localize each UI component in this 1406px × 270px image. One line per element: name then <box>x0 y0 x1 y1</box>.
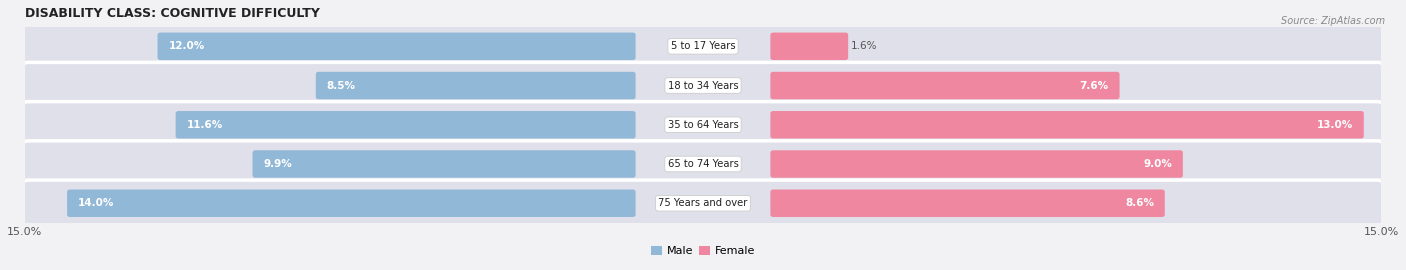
Text: 8.5%: 8.5% <box>326 80 356 90</box>
Text: 18 to 34 Years: 18 to 34 Years <box>668 80 738 90</box>
Text: 9.9%: 9.9% <box>263 159 292 169</box>
FancyBboxPatch shape <box>253 150 636 178</box>
FancyBboxPatch shape <box>770 111 1364 139</box>
FancyBboxPatch shape <box>316 72 636 99</box>
Text: 1.6%: 1.6% <box>851 41 877 51</box>
FancyBboxPatch shape <box>22 141 1384 187</box>
Text: 8.6%: 8.6% <box>1125 198 1154 208</box>
FancyBboxPatch shape <box>22 180 1384 227</box>
FancyBboxPatch shape <box>22 62 1384 109</box>
Text: DISABILITY CLASS: COGNITIVE DIFFICULTY: DISABILITY CLASS: COGNITIVE DIFFICULTY <box>24 7 319 20</box>
Text: 13.0%: 13.0% <box>1316 120 1353 130</box>
FancyBboxPatch shape <box>770 33 848 60</box>
FancyBboxPatch shape <box>157 33 636 60</box>
FancyBboxPatch shape <box>176 111 636 139</box>
Text: 14.0%: 14.0% <box>77 198 114 208</box>
Text: 5 to 17 Years: 5 to 17 Years <box>671 41 735 51</box>
FancyBboxPatch shape <box>770 190 1164 217</box>
FancyBboxPatch shape <box>770 72 1119 99</box>
Text: 11.6%: 11.6% <box>187 120 222 130</box>
Text: 9.0%: 9.0% <box>1143 159 1173 169</box>
Legend: Male, Female: Male, Female <box>647 241 759 261</box>
Text: 65 to 74 Years: 65 to 74 Years <box>668 159 738 169</box>
Text: 12.0%: 12.0% <box>169 41 205 51</box>
FancyBboxPatch shape <box>770 150 1182 178</box>
FancyBboxPatch shape <box>22 23 1384 69</box>
Text: Source: ZipAtlas.com: Source: ZipAtlas.com <box>1281 16 1385 26</box>
FancyBboxPatch shape <box>67 190 636 217</box>
Text: 7.6%: 7.6% <box>1080 80 1109 90</box>
FancyBboxPatch shape <box>22 102 1384 148</box>
Text: 75 Years and over: 75 Years and over <box>658 198 748 208</box>
Text: 35 to 64 Years: 35 to 64 Years <box>668 120 738 130</box>
